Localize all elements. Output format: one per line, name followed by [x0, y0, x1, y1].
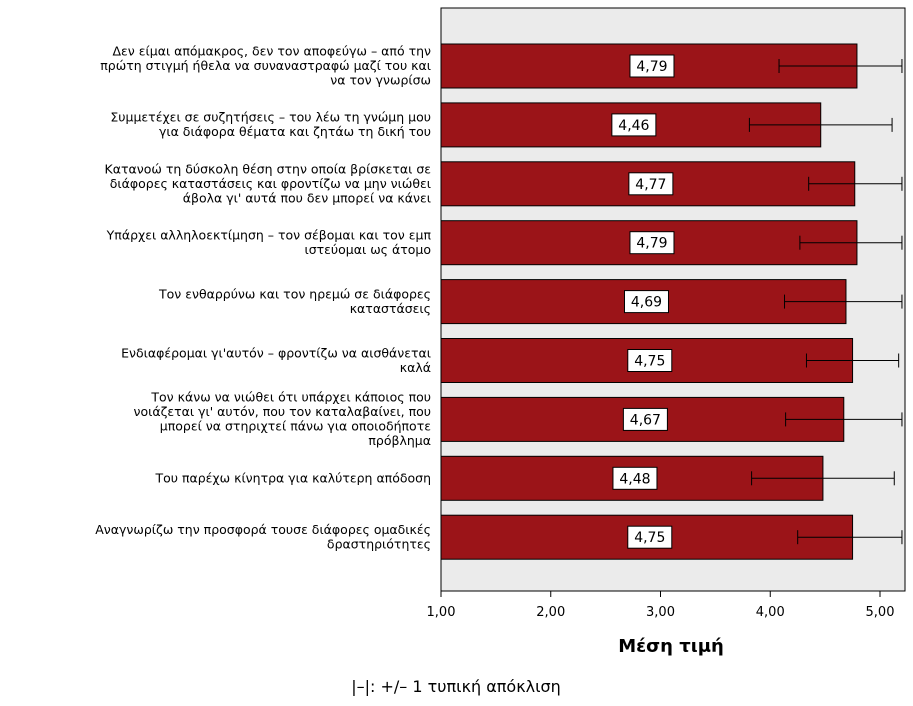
error-bar	[805, 353, 900, 368]
category-label: Του παρέχω κίνητρα για καλύτερη απόδοση	[154, 470, 431, 485]
error-bar-footnote: |–|: +/– 1 τυπική απόκλιση	[351, 677, 561, 696]
category-label-line: Συμμετέχει σε συζητήσεις – του λέω τη γν…	[110, 110, 431, 125]
category-label-line: για διάφορα θέματα και ζητάω τη δική του	[159, 124, 431, 139]
value-label-box	[611, 113, 657, 137]
value-label-text: 4,48	[619, 471, 650, 487]
category-label-line: Αναγνωρίζω την προσφορά τουσε διάφορες ο…	[95, 522, 431, 537]
value-label-text: 4,79	[636, 59, 667, 75]
value-label-box	[629, 54, 675, 78]
category-label: Αναγνωρίζω την προσφορά τουσε διάφορες ο…	[95, 522, 431, 552]
error-bar	[785, 412, 903, 427]
value-label-text: 4,46	[618, 118, 649, 134]
category-label-line: πρόβλημα	[368, 433, 431, 448]
category-label-line: μπορεί να στηριχτεί πάνω για οποιοδήποτε	[160, 419, 431, 434]
error-bar	[751, 471, 895, 486]
error-bar	[778, 59, 903, 73]
category-label-line: διάφορες καταστάσεις και φροντίζω να μην…	[110, 176, 431, 191]
category-label-line: άβολα γι' αυτά που δεν μπορεί να κάνει	[183, 190, 431, 205]
x-tick-label: 3,00	[646, 605, 675, 620]
value-label: 4,79	[629, 54, 675, 78]
value-label-box	[612, 466, 658, 490]
category-label-line: Τον ενθαρρύνω και τον ηρεμώ σε διάφορες	[158, 286, 431, 301]
category-label-line: πρώτη στιγμή ήθελα να συναναστραφώ μαζί …	[100, 58, 431, 73]
value-label-text: 4,75	[634, 354, 665, 370]
error-bars-group	[748, 59, 903, 545]
category-label-line: Δεν είμαι απόμακρος, δεν τον αποφεύγω – …	[113, 44, 432, 59]
value-label: 4,75	[627, 525, 673, 549]
value-label: 4,46	[611, 113, 657, 137]
value-label: 4,77	[628, 172, 674, 196]
category-label: Δεν είμαι απόμακρος, δεν τον αποφεύγω – …	[100, 44, 431, 88]
category-label-line: καταστάσεις	[350, 301, 431, 316]
error-bar	[797, 530, 903, 545]
value-label: 4,48	[612, 466, 658, 490]
value-label: 4,79	[629, 231, 675, 255]
value-label-box	[629, 231, 675, 255]
error-bar	[799, 235, 903, 250]
value-label: 4,69	[623, 290, 669, 314]
category-label-line: Ενδιαφέρομαι γι'αυτόν – φροντίζω να αισθ…	[121, 345, 431, 360]
x-tick-label: 2,00	[536, 605, 565, 620]
category-labels-group: Δεν είμαι απόμακρος, δεν τον αποφεύγω – …	[95, 44, 431, 552]
value-label-box	[623, 290, 669, 314]
category-label-line: καλά	[400, 360, 431, 375]
category-label: Τον κάνω να νιώθει ότι υπάρχει κάποιος π…	[133, 390, 431, 449]
value-label-box	[628, 172, 674, 196]
value-label-text: 4,69	[631, 295, 662, 311]
value-label-text: 4,67	[630, 412, 661, 428]
category-label-line: να τον γνωρίσω	[330, 73, 431, 88]
category-label: Συμμετέχει σε συζητήσεις – του λέω τη γν…	[110, 110, 431, 139]
error-bar	[784, 294, 903, 309]
value-label: 4,75	[627, 349, 673, 372]
category-label: Κατανοώ τη δύσκολη θέση στην οποία βρίσκ…	[105, 161, 431, 205]
category-label: Ενδιαφέρομαι γι'αυτόν – φροντίζω να αισθ…	[121, 345, 431, 375]
category-label-line: δραστηριότητες	[327, 536, 431, 551]
x-axis: 1,00 2,00 3,00 4,00 5,00	[427, 591, 895, 620]
category-label-line: ιστεύομαι ως άτομο	[304, 242, 431, 257]
category-label-line: Κατανοώ τη δύσκολη θέση στην οποία βρίσκ…	[105, 161, 431, 176]
x-tick-label: 4,00	[756, 605, 785, 620]
category-label: Τον ενθαρρύνω και τον ηρεμώ σε διάφορες κ…	[158, 286, 431, 316]
category-label: Υπάρχει αλληλοεκτίμηση – τον σέβομαι και…	[106, 227, 432, 257]
bar	[440, 396, 845, 442]
category-label-line: νοιάζεται γι' αυτόν, που τον καταλαβαίνε…	[133, 404, 431, 419]
x-tick-label: 1,00	[427, 605, 456, 620]
error-bar	[748, 117, 893, 132]
category-label-line: Υπάρχει αλληλοεκτίμηση – τον σέβομαι και…	[106, 227, 432, 242]
value-label-text: 4,79	[636, 236, 667, 252]
value-label-box	[627, 525, 673, 549]
value-label-text: 4,75	[634, 530, 665, 546]
value-label-text: 4,77	[635, 177, 666, 193]
value-label-box	[622, 407, 668, 431]
value-label: 4,67	[622, 407, 668, 431]
category-label-line: Του παρέχω κίνητρα για καλύτερη απόδοση	[154, 470, 431, 485]
x-axis-title: Μέση τιμή	[618, 636, 724, 657]
x-tick-label: 5,00	[866, 605, 895, 620]
category-label-line: Τον κάνω να νιώθει ότι υπάρχει κάποιος π…	[150, 390, 431, 405]
value-label-box	[627, 349, 673, 372]
error-bar	[808, 176, 903, 191]
value-labels-group: 4,79 4,46 4,77 4,79 4,69 4,75 4,67 4,48 4,75	[611, 54, 675, 549]
